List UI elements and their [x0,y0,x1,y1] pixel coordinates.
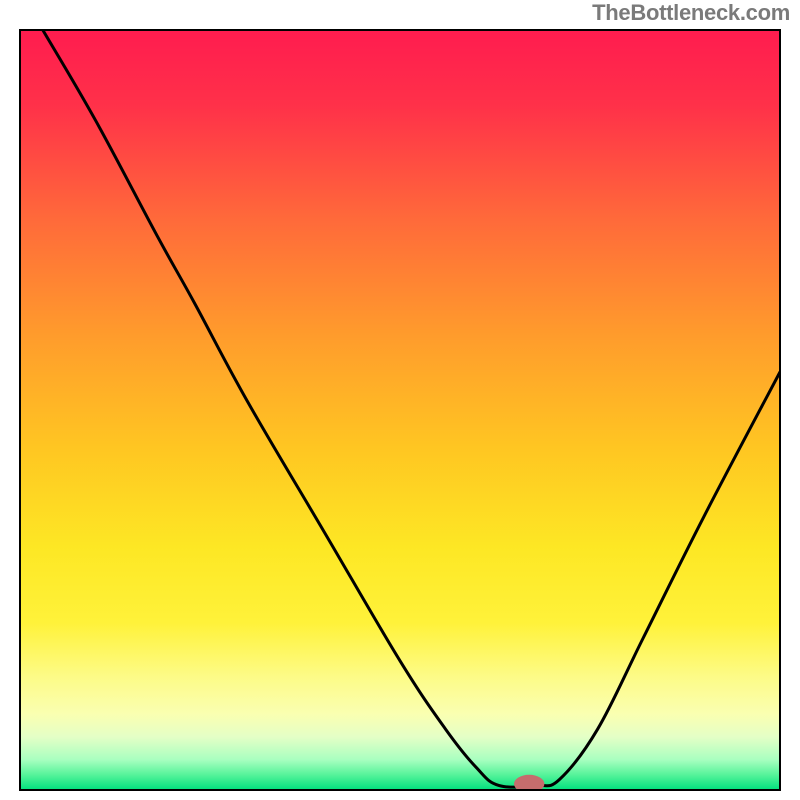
chart-background [20,30,780,790]
watermark-text: TheBottleneck.com [592,0,790,26]
chart-container: { "watermark": { "text": "TheBottleneck.… [0,0,800,800]
bottleneck-chart [0,0,800,800]
